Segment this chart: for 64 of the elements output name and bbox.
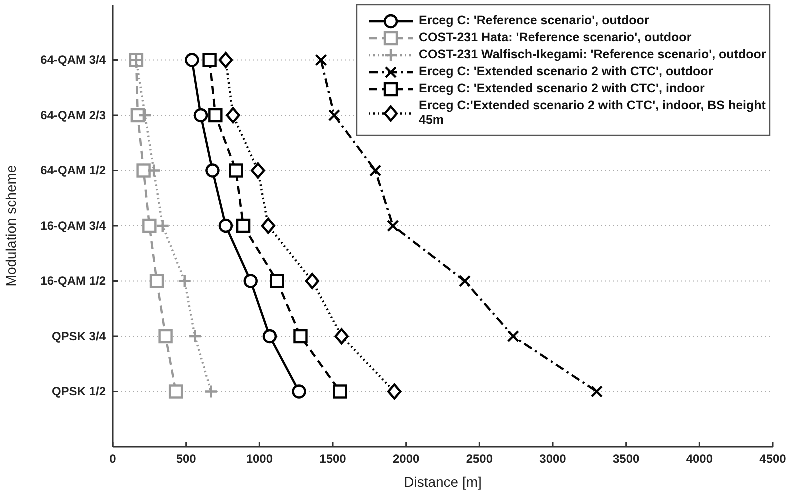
point — [168, 384, 184, 399]
x-tick-label: 4000 — [686, 452, 714, 466]
legend-label: Erceg C: 'Extended scenario 2 with CTC', outdoor — [419, 64, 714, 78]
legend-label: COST-231 Hata: 'Reference scenario', outdoor — [419, 30, 692, 44]
point — [294, 329, 308, 344]
x-tick-label: 4500 — [760, 452, 787, 466]
x-tick-label: 3000 — [540, 452, 567, 466]
point — [150, 274, 164, 288]
point — [146, 164, 162, 178]
point — [244, 274, 258, 288]
y-tick-label: 16-QAM 1/2 — [40, 274, 106, 288]
point — [236, 218, 251, 234]
point — [142, 218, 157, 234]
point — [188, 329, 202, 344]
x-tick-label: 3500 — [612, 452, 640, 466]
point — [218, 218, 234, 234]
point — [590, 386, 604, 398]
point — [261, 218, 276, 234]
point — [226, 107, 240, 124]
x-tick-label: 2000 — [392, 452, 420, 466]
y-tick-label: 64-QAM 1/2 — [40, 164, 106, 178]
point — [229, 164, 244, 178]
point — [333, 384, 348, 399]
point — [292, 384, 306, 399]
legend-label: Erceg C: 'Extended scenario 2 with CTC', indoor — [419, 82, 705, 96]
x-tick-label: 2500 — [466, 452, 494, 466]
y-tick-label: 64-QAM 3/4 — [40, 53, 106, 68]
x-tick-label: 1500 — [320, 452, 347, 466]
point — [202, 53, 217, 68]
y-tick-label: QPSK 3/4 — [52, 329, 106, 344]
point — [334, 328, 349, 345]
point — [387, 220, 400, 232]
point — [315, 54, 328, 66]
legend-label: Erceg C: 'Reference scenario', outdoor — [419, 14, 650, 28]
x-tick-label: 500 — [176, 452, 197, 466]
point — [388, 384, 402, 400]
point — [185, 53, 200, 68]
point — [136, 164, 151, 178]
x-tick-label: 0 — [110, 452, 117, 466]
point — [204, 384, 218, 399]
point — [206, 164, 220, 178]
point — [194, 108, 208, 123]
y-tick-label: 16-QAM 3/4 — [40, 218, 106, 233]
point — [328, 109, 341, 122]
x-tick-label: 1000 — [246, 452, 274, 466]
point — [156, 218, 170, 234]
point — [369, 164, 382, 177]
legend-label: Erceg C:'Extended scenario 2 with CTC', indoor, BS height 45m — [419, 98, 767, 127]
point — [178, 274, 192, 288]
point — [507, 330, 520, 343]
y-tick-label: QPSK 1/2 — [52, 384, 106, 399]
point — [208, 108, 223, 123]
point — [138, 108, 152, 123]
point — [270, 274, 284, 288]
point — [218, 52, 234, 68]
x-axis-title: Distance [m] — [404, 474, 482, 490]
point — [262, 329, 278, 344]
point — [305, 273, 320, 290]
y-axis-title: Modulation scheme — [3, 165, 19, 287]
point — [158, 329, 173, 344]
point — [251, 162, 266, 179]
legend-label: COST-231 Walfisch-Ikegami: 'Reference scenario', outdoor — [419, 48, 766, 62]
y-tick-label: 64-QAM 2/3 — [40, 108, 106, 122]
point — [458, 275, 472, 288]
